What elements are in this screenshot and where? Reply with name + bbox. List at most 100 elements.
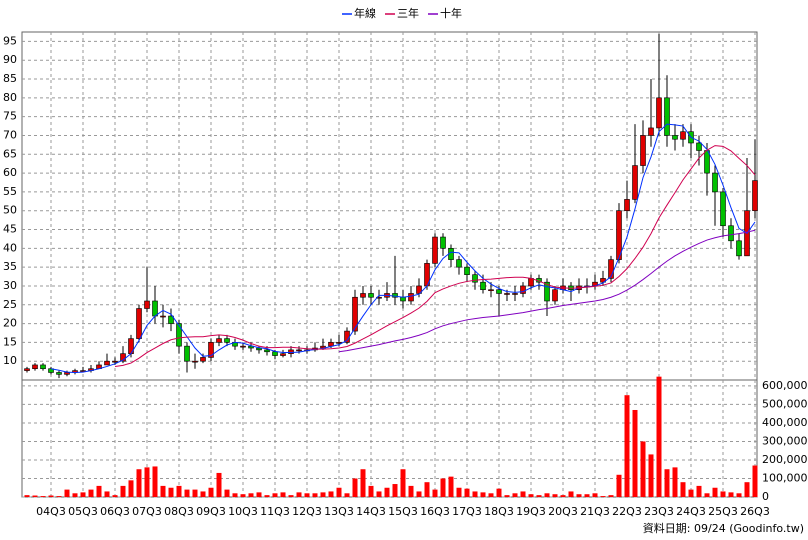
volume-bar	[32, 495, 38, 497]
volume-bar	[664, 469, 670, 497]
volume-bar	[120, 485, 126, 497]
volume-bar	[712, 487, 718, 497]
volume-bar	[160, 485, 166, 497]
volume-bar	[520, 491, 526, 497]
volume-bar	[536, 495, 542, 497]
x-tick-label: 04Q3	[36, 505, 66, 518]
candle-body	[544, 281, 550, 302]
candle-body	[488, 289, 494, 292]
volume-bar	[344, 493, 350, 497]
volume-bar	[424, 482, 430, 497]
volume-bar	[488, 493, 494, 497]
volume-bar	[504, 495, 510, 497]
x-tick-label: 26Q3	[740, 505, 770, 518]
x-tick-label: 11Q3	[260, 505, 290, 518]
volume-bar	[48, 495, 54, 497]
x-tick-label: 24Q3	[676, 505, 706, 518]
x-tick-label: 21Q3	[580, 505, 610, 518]
volume-bar	[80, 492, 86, 497]
volume-bar	[736, 493, 742, 497]
candle-body	[456, 259, 462, 268]
candle-body	[552, 289, 558, 302]
volume-bar	[184, 489, 190, 497]
volume-bar	[352, 478, 358, 497]
x-tick-label: 25Q3	[708, 505, 738, 518]
candle-body	[136, 308, 142, 339]
y-tick-label: 50	[3, 204, 17, 217]
volume-tick-label: 500,000	[762, 397, 808, 410]
y-tick-label: 45	[3, 223, 17, 236]
volume-bar	[432, 489, 438, 497]
y-tick-label: 40	[3, 241, 17, 254]
volume-bar	[312, 493, 318, 497]
x-tick-label: 08Q3	[164, 505, 194, 518]
y-tick-label: 85	[3, 72, 17, 85]
plot-frame	[21, 31, 758, 498]
volume-bar	[440, 478, 446, 497]
candle-body	[368, 293, 374, 298]
y-tick-label: 25	[3, 298, 17, 311]
candle-body	[752, 180, 758, 212]
volume-bar	[376, 491, 382, 497]
volume-bar	[632, 409, 638, 497]
volume-bar	[328, 491, 334, 497]
volume-bar	[560, 495, 566, 497]
candle-body	[392, 293, 398, 298]
candle-body	[480, 281, 486, 291]
volume-bar	[456, 487, 462, 497]
volume-bar	[680, 482, 686, 497]
x-tick-label: 06Q3	[100, 505, 130, 518]
volume-bar	[552, 494, 558, 497]
volume-bar	[512, 493, 518, 497]
candle-body	[240, 345, 246, 348]
candle-body	[104, 360, 110, 366]
y-tick-label: 80	[3, 91, 17, 104]
volume-bar	[136, 469, 142, 497]
volume-bar	[608, 495, 614, 497]
volume-bar	[616, 474, 622, 497]
legend-label: 三年	[397, 6, 419, 20]
volume-bar	[640, 441, 646, 497]
candle-body	[736, 240, 742, 257]
volume-bar	[368, 485, 374, 497]
volume-bar	[624, 395, 630, 497]
candle-body	[208, 342, 214, 358]
volume-tick-label: 300,000	[762, 434, 808, 447]
candle-body	[680, 131, 686, 140]
volume-bar	[280, 492, 286, 497]
volume-bar	[728, 492, 734, 497]
candle-body	[352, 296, 358, 332]
volume-bar	[568, 491, 574, 497]
volume-bar	[720, 491, 726, 497]
x-tick-label: 05Q3	[68, 505, 98, 518]
candle-body	[144, 300, 150, 309]
candle-body	[504, 293, 510, 295]
volume-bar	[592, 493, 598, 497]
candle-body	[664, 97, 670, 136]
volume-bar	[752, 465, 758, 497]
candle-body	[176, 323, 182, 347]
candle-body	[56, 372, 62, 375]
candle-body	[528, 278, 534, 287]
candle-body	[168, 315, 174, 324]
x-tick-label: 13Q3	[324, 505, 354, 518]
candle-body	[632, 165, 638, 200]
volume-bar	[104, 491, 110, 497]
volume-bar	[56, 496, 62, 497]
legend-label: 十年	[440, 6, 462, 20]
volume-bar	[24, 495, 30, 497]
y-tick-label: 60	[3, 166, 17, 179]
y-tick-label: 75	[3, 110, 17, 123]
candle-body	[192, 360, 198, 363]
volume-bar	[288, 495, 294, 497]
volume-bar	[384, 487, 390, 497]
x-tick-label: 17Q3	[452, 505, 482, 518]
volume-bar	[336, 487, 342, 497]
volume-bar	[168, 487, 174, 497]
volume-bar	[152, 466, 158, 497]
volume-bar	[272, 493, 278, 497]
volume-bar	[688, 489, 694, 497]
candle-body	[440, 236, 446, 249]
x-tick-label: 09Q3	[196, 505, 226, 518]
